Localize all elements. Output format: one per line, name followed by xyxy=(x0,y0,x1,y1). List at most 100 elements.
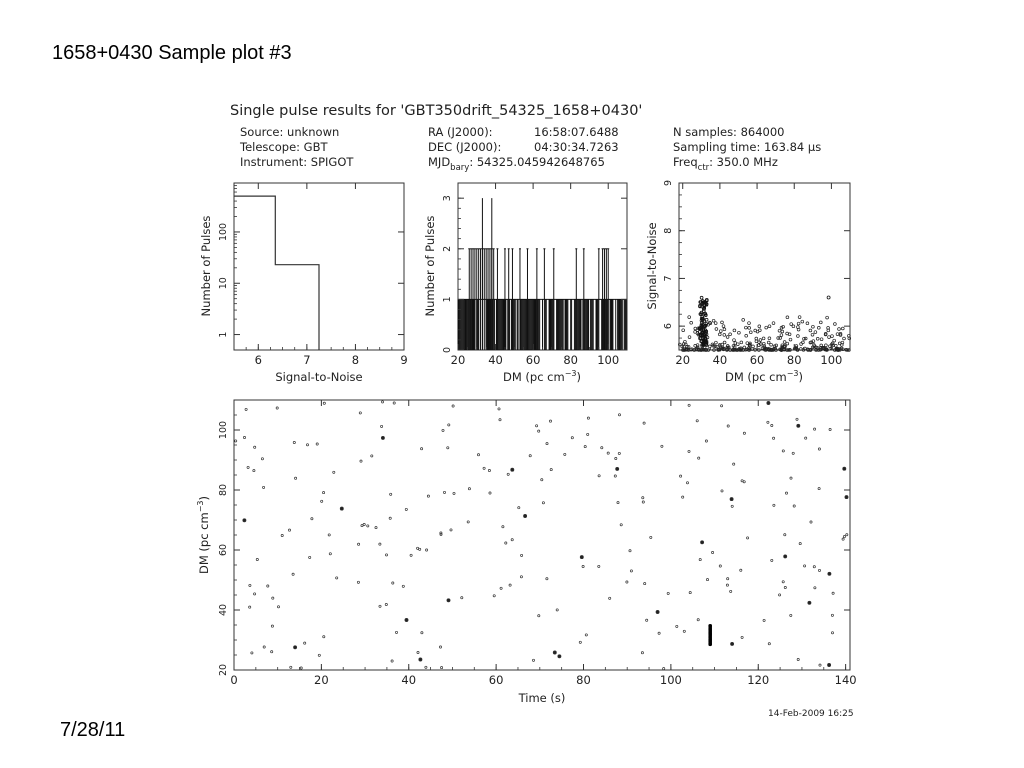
snr-point xyxy=(788,337,793,342)
candidate-point xyxy=(384,603,388,606)
candidate-point xyxy=(440,666,444,670)
snr-point xyxy=(739,340,744,345)
snr-point xyxy=(721,347,726,352)
x-tick-label: 80 xyxy=(563,353,578,367)
candidate-point xyxy=(497,407,501,411)
snr-point xyxy=(767,348,771,352)
candidate-point xyxy=(597,564,601,568)
snr-point xyxy=(741,318,745,322)
snr-point xyxy=(713,344,717,349)
candidate-point xyxy=(742,431,746,435)
candidate-point xyxy=(783,586,787,589)
snr-point xyxy=(780,329,785,334)
snr-histogram-xlabel: Signal-to-Noise xyxy=(275,370,362,384)
snr-point xyxy=(808,347,812,352)
candidate-point xyxy=(549,468,553,472)
y-tick-label: 100 xyxy=(218,223,229,241)
x-tick-label: 20 xyxy=(675,353,690,367)
snr-histogram-step-line xyxy=(234,195,320,350)
candidate-point xyxy=(688,591,692,595)
candidate-point xyxy=(831,591,835,595)
freq-value: : 350.0 MHz xyxy=(709,155,778,169)
candidate-point xyxy=(391,581,395,585)
candidate-point xyxy=(726,577,730,581)
candidate-point xyxy=(357,542,361,546)
snr-cluster-point xyxy=(701,309,706,313)
candidate-point xyxy=(584,633,588,637)
x-tick-label: 20 xyxy=(451,353,466,367)
candidate-point xyxy=(615,466,620,471)
y-tick-label: 1 xyxy=(218,332,229,338)
candidate-point xyxy=(625,580,629,584)
candidate-point xyxy=(335,576,339,580)
candidate-point xyxy=(508,583,512,587)
candidate-point xyxy=(720,489,724,493)
snr-point xyxy=(799,342,803,346)
x-tick-label: 20 xyxy=(314,673,329,687)
candidate-point xyxy=(640,651,644,655)
snr-point xyxy=(738,346,743,351)
x-tick-label: 8 xyxy=(352,353,359,367)
snr-point xyxy=(721,324,726,328)
y-tick-label: 40 xyxy=(218,604,229,616)
candidate-point xyxy=(718,564,722,568)
candidate-point xyxy=(813,427,817,431)
snr-cluster-point xyxy=(704,322,709,326)
candidate-point xyxy=(242,518,247,523)
candidate-point xyxy=(641,500,645,504)
candidate-point xyxy=(532,658,535,662)
candidate-point xyxy=(380,435,385,440)
snr-point xyxy=(824,343,828,348)
candidate-point xyxy=(698,558,702,562)
snr-point xyxy=(771,321,776,325)
y-tick-label: 2 xyxy=(442,246,453,252)
candidate-point xyxy=(770,424,774,427)
candidate-point xyxy=(266,584,270,588)
candidate-point xyxy=(540,478,544,482)
candidate-point xyxy=(244,407,248,411)
candidate-point xyxy=(339,506,344,511)
candidate-point xyxy=(332,470,336,474)
candidate-point xyxy=(803,564,807,568)
snr-point xyxy=(722,327,727,332)
candidate-point xyxy=(487,469,491,472)
snr-point xyxy=(743,347,748,352)
dec-label: DEC (J2000): xyxy=(428,140,501,154)
mjd-line: MJDbary: 54325.045942648765 xyxy=(428,155,605,173)
y-tick-label: 9 xyxy=(663,180,674,186)
snr-cluster-point xyxy=(704,329,708,334)
x-tick-label: 120 xyxy=(747,673,769,687)
snr-point xyxy=(683,348,687,352)
snr-point xyxy=(805,321,810,326)
candidate-point xyxy=(447,423,451,427)
snr-point xyxy=(822,347,826,351)
snr-point xyxy=(833,348,837,352)
snr-point xyxy=(722,333,727,337)
candidate-point xyxy=(253,592,257,596)
candidate-point xyxy=(250,651,254,655)
candidate-point xyxy=(510,467,515,472)
candidate-point xyxy=(828,428,832,431)
snr-cluster-point xyxy=(699,316,704,321)
candidate-point xyxy=(545,577,549,581)
y-tick-label: 10 xyxy=(218,277,229,289)
snr-point xyxy=(725,344,730,348)
candidate-point xyxy=(537,614,541,618)
snr-point xyxy=(753,348,757,352)
candidate-point xyxy=(740,479,744,483)
candidate-point xyxy=(389,492,393,496)
snr-point xyxy=(811,324,815,329)
candidate-point xyxy=(725,583,729,587)
snr-point xyxy=(744,334,748,338)
dm-snr-scatter-panel: 20 40 60 80 100 6 7 8 9 DM (pc cm−3) Signal-to-N… xyxy=(645,180,852,384)
candidate-point xyxy=(557,654,562,659)
candidate-point xyxy=(729,497,734,502)
candidate-point xyxy=(401,584,405,588)
time-dm-scatter-points xyxy=(234,400,849,671)
snr-point xyxy=(838,348,842,352)
candidate-point xyxy=(252,469,256,473)
snr-point xyxy=(796,334,800,338)
candidate-point xyxy=(452,491,456,495)
candidate-point xyxy=(686,481,689,485)
snr-point xyxy=(728,348,732,352)
